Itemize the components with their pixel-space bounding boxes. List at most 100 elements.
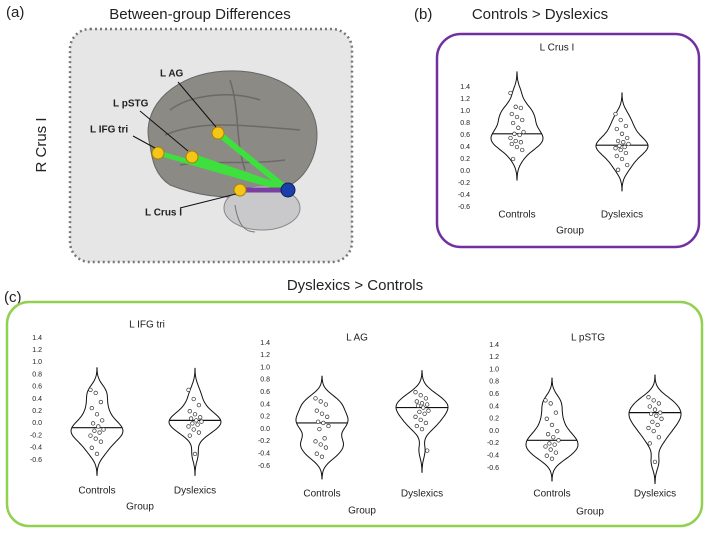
connections — [151, 126, 296, 198]
data-point — [513, 104, 518, 109]
data-point — [656, 401, 662, 406]
data-point — [97, 430, 102, 435]
data-point — [508, 135, 513, 141]
data-point — [425, 402, 430, 407]
data-point — [613, 146, 618, 151]
data-point — [317, 426, 322, 432]
y-tick-label: -0.2 — [30, 432, 42, 439]
y-tick-label: 0.8 — [460, 120, 470, 127]
x-tick-label: Dyslexics — [634, 489, 676, 500]
data-point — [88, 433, 93, 438]
y-tick-label: 0.2 — [260, 414, 270, 421]
violin — [168, 367, 222, 476]
data-point — [313, 439, 318, 444]
data-point — [623, 123, 629, 129]
y-tick-label: -0.2 — [258, 438, 270, 445]
violin — [628, 374, 682, 485]
data-point — [414, 423, 419, 429]
chart-title: L pSTG — [571, 333, 605, 344]
y-tick-label: 0.0 — [32, 420, 42, 427]
data-point — [553, 410, 559, 415]
node-label: L pSTG — [113, 99, 149, 110]
data-point — [518, 105, 524, 111]
y-tick-label: 0.8 — [489, 379, 499, 386]
data-point — [422, 411, 427, 416]
data-point — [323, 445, 329, 450]
data-point — [615, 138, 621, 144]
data-point — [414, 399, 419, 404]
data-point — [513, 138, 518, 144]
data-point — [648, 411, 654, 417]
data-point — [92, 428, 97, 433]
panel-label: (c) — [4, 289, 22, 306]
data-point — [326, 423, 331, 429]
data-point — [315, 419, 321, 424]
data-point — [318, 399, 323, 404]
data-point — [621, 140, 626, 145]
y-tick-label: 1.0 — [460, 108, 470, 115]
data-point — [89, 406, 94, 411]
data-point — [314, 408, 319, 413]
panel-frame — [5, 300, 704, 528]
y-tick-label: 0.4 — [32, 396, 42, 403]
data-point — [413, 414, 418, 419]
x-tick-label: Dyslexics — [401, 489, 443, 500]
data-point — [659, 416, 664, 421]
data-point — [556, 438, 561, 443]
data-point — [419, 426, 425, 432]
data-point — [190, 421, 195, 426]
y-tick-label: 1.4 — [460, 84, 470, 91]
violin — [490, 71, 544, 181]
data-point — [314, 451, 319, 456]
data-point — [551, 435, 556, 440]
data-point — [626, 141, 631, 147]
y-tick-label: 0.6 — [32, 384, 42, 391]
data-point — [651, 398, 656, 403]
data-point — [322, 436, 327, 441]
panel-title: Dyslexics > Controls — [287, 277, 423, 294]
data-point — [615, 167, 621, 172]
node-label: L IFG tri — [90, 125, 128, 136]
y-tick-label: -0.2 — [458, 180, 470, 187]
data-point — [425, 448, 430, 453]
data-point — [90, 421, 96, 426]
data-point — [544, 453, 549, 458]
chart-title: L Crus I — [540, 43, 575, 54]
panel-title: Controls > Dyslexics — [472, 6, 608, 23]
x-tick-label: Controls — [498, 210, 535, 221]
data-point — [319, 454, 325, 459]
data-point — [323, 402, 329, 407]
data-point — [94, 451, 100, 457]
data-point — [426, 408, 431, 413]
y-tick-label: -0.6 — [487, 465, 499, 472]
panel-frame — [435, 32, 701, 249]
data-point — [619, 156, 625, 162]
data-point — [622, 144, 627, 150]
data-point — [192, 451, 198, 457]
data-point — [325, 414, 330, 419]
y-tick-label: 0.6 — [489, 391, 499, 398]
y-tick-label: 0.4 — [460, 144, 470, 151]
data-point — [623, 150, 629, 156]
data-point — [520, 117, 525, 123]
x-axis-label: Group — [576, 507, 604, 518]
y-tick-label: 1.2 — [489, 354, 499, 361]
chart-title: L AG — [346, 333, 368, 344]
violin — [395, 370, 449, 473]
data-point — [93, 390, 98, 396]
y-tick-label: 0.4 — [489, 403, 499, 410]
data-point — [548, 401, 553, 406]
data-point — [655, 422, 660, 428]
x-axis-label: Group — [348, 506, 376, 517]
data-point — [548, 447, 553, 452]
data-point — [512, 131, 517, 136]
data-point — [625, 135, 630, 141]
violin — [295, 375, 349, 480]
y-tick-label: 1.4 — [32, 335, 42, 342]
data-point — [94, 412, 100, 417]
data-point — [98, 439, 104, 444]
y-tick-label: -0.6 — [458, 204, 470, 211]
data-point — [191, 396, 196, 402]
y-tick-label: 0.2 — [32, 408, 42, 415]
data-point — [543, 444, 548, 449]
